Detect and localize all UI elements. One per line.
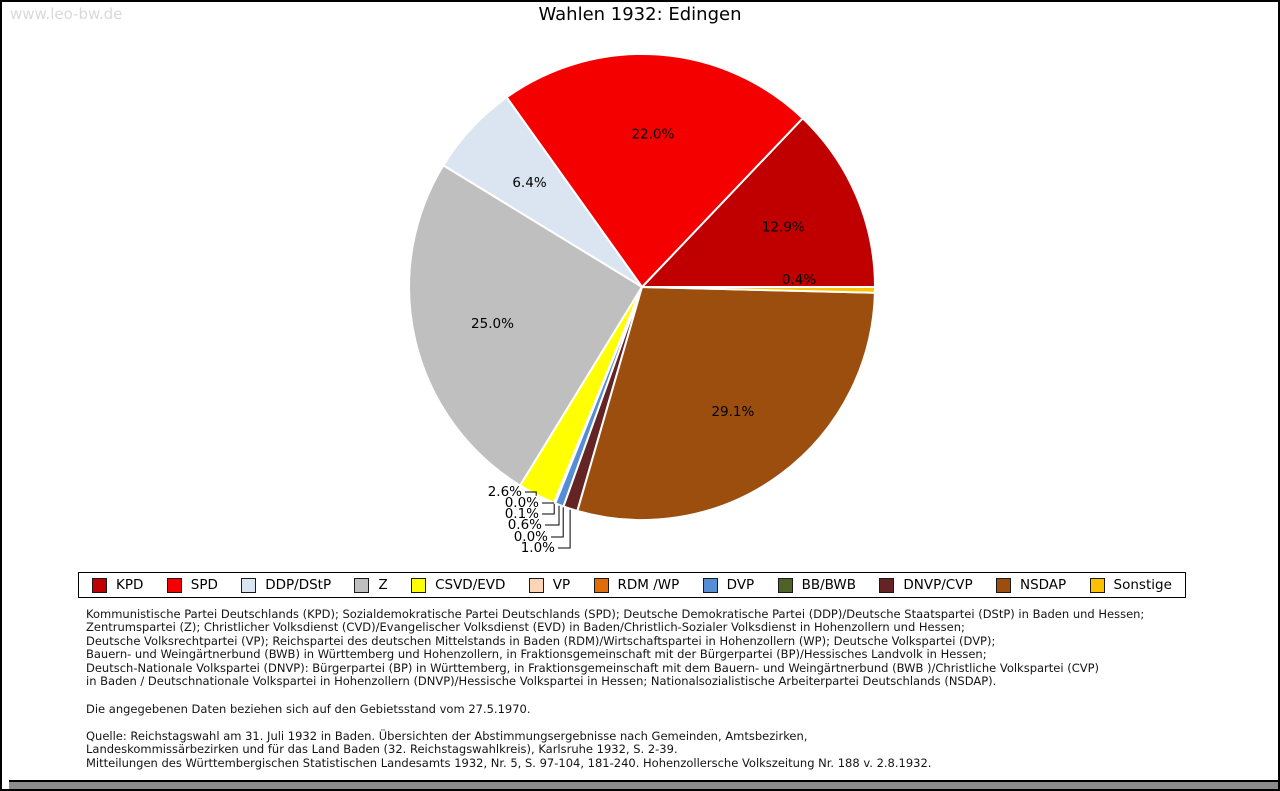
legend-item-label: NSDAP [1019,577,1067,593]
legend-swatch [777,577,793,593]
leader-line [551,507,564,538]
leader-line [558,509,571,549]
page-title: Wahlen 1932: Edingen [538,4,742,25]
pie-slice-nsdap [576,286,876,522]
legend-item-label: Z [378,577,388,593]
slice-label: 0.1% [505,506,539,522]
legend-item-nsdap: NSDAP [995,577,1067,593]
bottom-edge-bar [9,780,1278,789]
slice-label: 12.9% [762,219,805,235]
legend-swatch [166,577,182,593]
legend-item-label: DVP [726,577,755,593]
legend-item-label: BB/BWB [801,577,857,593]
legend-swatch [879,577,895,593]
legend-item-bb-bwb: BB/BWB [777,577,857,593]
party-definitions-line: in Baden / Deutschnationale Volkspartei … [86,674,997,689]
territorial-note: Die angegebenen Daten beziehen sich auf … [86,702,531,716]
legend-item-kpd: KPD [92,577,143,593]
watermark: www.leo-bw.de [10,5,123,23]
legend-swatch [1089,577,1105,593]
legend-item-dnvp-cvp: DNVP/CVP [879,577,973,593]
leader-line [545,505,560,526]
legend-item-label: CSVD/EVD [435,577,506,593]
slice-label: 1.0% [521,540,555,556]
legend-item-ddp-dstp: DDP/DStP [241,577,331,593]
legend-swatch [593,577,609,593]
pie-chart: 12.9%22.0%6.4%25.0%2.6%0.0%0.1%0.6%0.0%1… [408,52,876,556]
legend-item-label: DNVP/CVP [903,577,973,593]
party-definitions-line: Deutsch-Nationale Volkspartei (DNVP): Bü… [86,660,1100,675]
source-note-line: Quelle: Reichstagswahl am 31. Juli 1932 … [86,729,808,743]
chart-legend: KPD SPD DDP/DStP Z CSVD/EVD VP RDM /WP DVP BB/BW… [78,572,1186,598]
slice-label: 0.4% [782,272,816,288]
party-definitions-line: Deutsche Volksrechtpartei (VP); Reichspa… [86,633,996,648]
legend-swatch [92,577,107,593]
legend-item-sonstige: Sonstige [1089,577,1172,593]
legend-swatch [995,577,1011,593]
pie-slice-z [408,164,643,487]
party-definitions: Kommunistische Partei Deutschlands (KPD)… [86,607,1145,689]
pie-slice-sonstige [641,286,876,294]
slice-label: 0.0% [514,529,548,545]
legend-item-rdm-wp: RDM /WP [593,577,680,593]
legend-item-csvd-evd: CSVD/EVD [411,577,505,593]
slice-label: 25.0% [471,316,514,332]
legend-item-spd: SPD [166,577,218,593]
legend-item-vp: VP [528,577,571,593]
slice-label: 22.0% [631,127,674,143]
legend-swatch [241,577,257,593]
slice-label: 0.6% [508,517,542,533]
legend-item-label: RDM /WP [617,577,680,593]
party-definitions-line: Zentrumspartei (Z); Christlicher Volksdi… [86,620,965,635]
legend-swatch [702,577,718,593]
slice-label: 29.1% [711,404,754,420]
source-note: Quelle: Reichstagswahl am 31. Juli 1932 … [86,729,932,770]
source-note-line: Landeskommissärbezirken und für das Land… [86,742,678,757]
leader-line [525,491,537,496]
slice-label: 6.4% [512,175,546,191]
slice-label: 0.0% [505,495,539,511]
party-definitions-line: Kommunistische Partei Deutschlands (KPD)… [86,607,1145,621]
pie-slice-kpd [641,117,876,288]
pie-slice-spd [505,52,804,288]
party-definitions-line: Bauern- und Weingärtnerbund (BWB) in Wür… [86,647,987,662]
leader-line [542,503,555,515]
legend-item-dvp: DVP [702,577,755,593]
legend-item-label: SPD [190,577,218,593]
leader-line [542,502,555,504]
legend-item-label: KPD [116,577,144,593]
legend-swatch [411,577,427,593]
legend-item-z: Z [354,577,388,593]
slice-label: 2.6% [488,484,522,500]
legend-swatch [528,577,544,593]
legend-item-label: Sonstige [1113,577,1172,593]
source-note-line: Mitteilungen des Württembergischen Stati… [86,755,932,770]
legend-swatch [354,577,370,593]
legend-item-label: VP [552,577,571,593]
legend-item-label: DDP/DStP [265,577,332,593]
